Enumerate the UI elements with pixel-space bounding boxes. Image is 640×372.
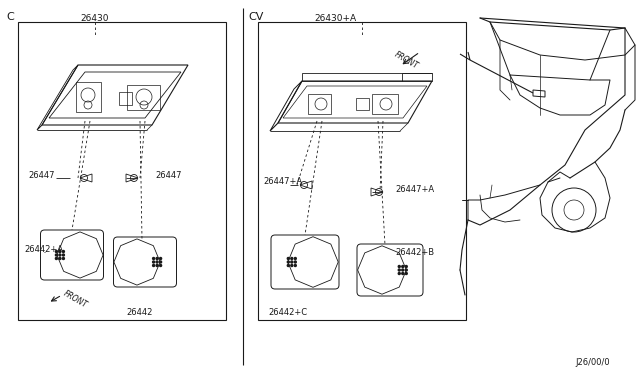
Circle shape — [287, 261, 289, 263]
Text: FRONT: FRONT — [393, 50, 420, 71]
Circle shape — [294, 264, 296, 266]
Circle shape — [63, 257, 65, 260]
Text: 26447+A: 26447+A — [395, 186, 434, 195]
Circle shape — [159, 261, 161, 263]
Circle shape — [156, 261, 158, 263]
Circle shape — [59, 254, 61, 256]
Circle shape — [405, 273, 407, 275]
Text: 26430+A: 26430+A — [314, 14, 356, 23]
Circle shape — [402, 273, 404, 275]
Circle shape — [398, 273, 400, 275]
Circle shape — [63, 254, 65, 256]
Circle shape — [159, 257, 161, 260]
Circle shape — [152, 261, 155, 263]
Text: 26442: 26442 — [127, 308, 153, 317]
Circle shape — [152, 264, 155, 266]
Circle shape — [56, 257, 58, 260]
Circle shape — [294, 257, 296, 260]
Circle shape — [56, 250, 58, 253]
Circle shape — [56, 254, 58, 256]
Text: 26442+B: 26442+B — [395, 248, 434, 257]
Text: CV: CV — [248, 12, 264, 22]
Circle shape — [156, 264, 158, 266]
Text: J26/00/0: J26/00/0 — [575, 358, 610, 367]
Circle shape — [159, 264, 161, 266]
Circle shape — [405, 269, 407, 271]
Circle shape — [156, 257, 158, 260]
Circle shape — [287, 264, 289, 266]
Circle shape — [398, 266, 400, 267]
Text: 26447: 26447 — [155, 170, 182, 180]
Circle shape — [152, 257, 155, 260]
Circle shape — [398, 269, 400, 271]
Circle shape — [59, 257, 61, 260]
Circle shape — [405, 266, 407, 267]
Circle shape — [63, 250, 65, 253]
Circle shape — [291, 261, 293, 263]
Circle shape — [287, 257, 289, 260]
Circle shape — [294, 261, 296, 263]
Circle shape — [402, 269, 404, 271]
Text: 26447+A: 26447+A — [263, 177, 302, 186]
Text: 26430: 26430 — [81, 14, 109, 23]
Text: 26447: 26447 — [28, 170, 54, 180]
Text: 26442+C: 26442+C — [268, 308, 307, 317]
Text: 26442+A: 26442+A — [24, 246, 63, 254]
Circle shape — [59, 250, 61, 253]
Circle shape — [402, 266, 404, 267]
Text: FRONT: FRONT — [62, 289, 89, 310]
Text: C: C — [6, 12, 13, 22]
Circle shape — [291, 264, 293, 266]
Circle shape — [291, 257, 293, 260]
